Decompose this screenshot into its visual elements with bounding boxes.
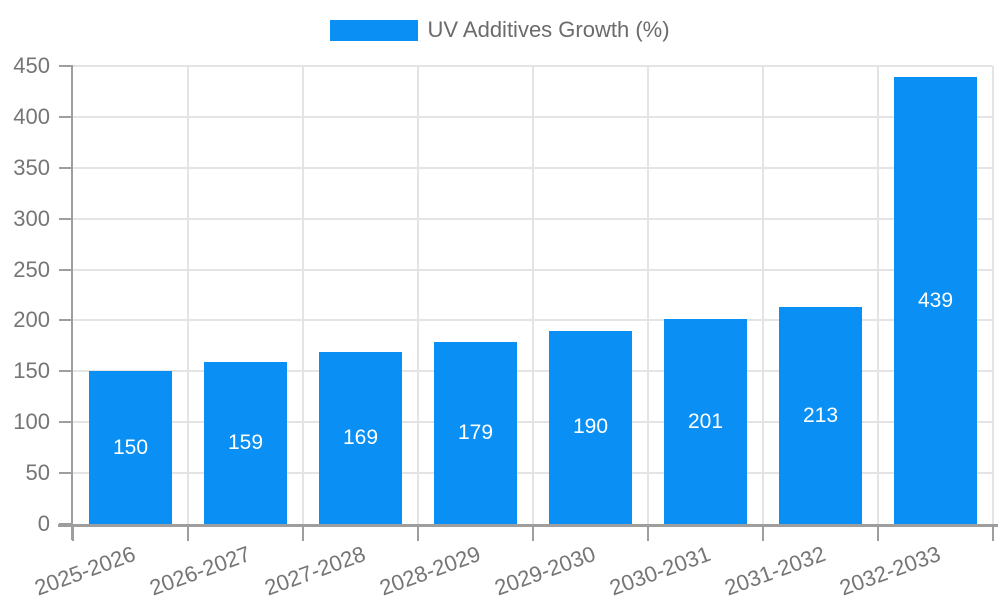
x-tick-label: 2031-2032 (721, 541, 830, 601)
bar-value-label: 179 (457, 420, 494, 444)
bar-value-label: 190 (572, 415, 609, 439)
gridline-vertical (417, 66, 419, 524)
x-tick (647, 524, 649, 541)
bar-value-label: 159 (227, 431, 264, 455)
x-tick (302, 524, 304, 541)
y-tick (59, 523, 73, 525)
y-tick-label: 300 (13, 205, 50, 231)
bar: 179 (434, 341, 517, 524)
y-tick (59, 319, 73, 322)
bar: 159 (204, 362, 287, 524)
gridline-vertical (992, 66, 994, 524)
y-tick (59, 421, 73, 424)
x-tick-label: 2025-2026 (31, 541, 140, 601)
x-tick (187, 524, 189, 541)
x-tick (762, 524, 764, 541)
y-tick-label: 350 (13, 154, 50, 180)
x-tick-label: 2029-2030 (491, 541, 600, 601)
y-tick (59, 370, 73, 373)
bar-value-label: 213 (802, 403, 839, 427)
x-tick (72, 524, 74, 541)
gridline-vertical (647, 66, 649, 524)
bar-value-label: 169 (342, 425, 379, 449)
bar-value-label: 439 (917, 288, 954, 312)
gridline-vertical (187, 66, 189, 524)
y-tick (59, 115, 73, 118)
x-tick-label: 2028-2029 (376, 541, 485, 601)
chart-legend[interactable]: UV Additives Growth (%) (0, 17, 1000, 43)
y-tick (59, 166, 73, 169)
y-tick-label: 0 (37, 511, 50, 536)
legend-label: UV Additives Growth (%) (427, 17, 670, 42)
bar-value-label: 201 (687, 409, 724, 433)
y-tick-label: 150 (13, 358, 50, 384)
y-tick (59, 472, 73, 475)
gridline-vertical (532, 66, 534, 524)
x-tick (877, 524, 879, 541)
bar: 150 (89, 371, 172, 524)
y-tick (59, 268, 73, 271)
bar: 201 (664, 319, 747, 524)
y-tick (59, 65, 73, 67)
y-tick-label: 50 (25, 460, 50, 486)
x-tick (992, 524, 994, 541)
x-tick (532, 524, 534, 541)
y-axis-line (71, 66, 73, 540)
x-tick-label: 2030-2031 (606, 541, 715, 601)
bar-value-label: 150 (112, 435, 149, 459)
x-tick-label: 2032-2033 (836, 541, 945, 601)
bar: 169 (319, 351, 402, 524)
bar: 439 (894, 77, 977, 524)
y-tick-label: 100 (13, 409, 50, 435)
y-tick (59, 217, 73, 220)
bar: 213 (779, 307, 862, 524)
x-tick (417, 524, 419, 541)
x-axis-line (58, 524, 998, 527)
y-tick-label: 200 (13, 307, 50, 333)
y-tick-label: 450 (13, 53, 50, 78)
gridline-vertical (877, 66, 879, 524)
y-tick-label: 250 (13, 256, 50, 282)
x-tick-label: 2026-2027 (146, 541, 255, 601)
gridline-vertical (762, 66, 764, 524)
legend-swatch (330, 19, 419, 41)
gridline-vertical (302, 66, 304, 524)
y-tick-label: 400 (13, 103, 50, 129)
x-tick-label: 2027-2028 (261, 541, 370, 601)
bar: 190 (549, 330, 632, 524)
